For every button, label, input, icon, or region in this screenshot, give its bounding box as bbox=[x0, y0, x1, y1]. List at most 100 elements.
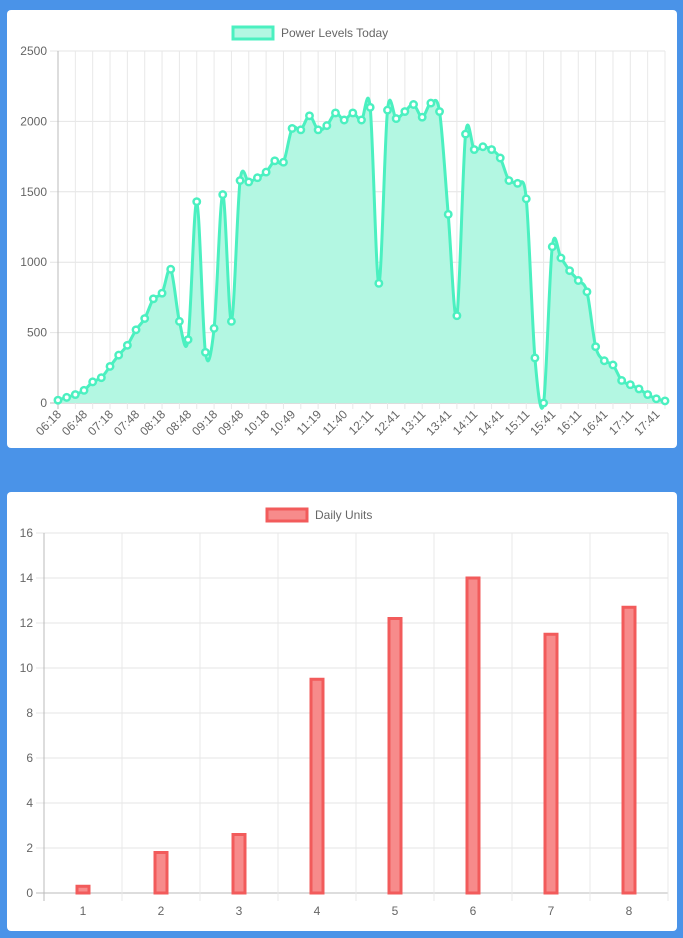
bar bbox=[309, 677, 325, 895]
bar bbox=[543, 632, 559, 895]
x-tick-label: 5 bbox=[392, 904, 399, 918]
data-point bbox=[443, 209, 453, 219]
x-tick-label: 17:11 bbox=[606, 407, 637, 438]
x-tick-label: 1 bbox=[80, 904, 87, 918]
data-point bbox=[114, 350, 124, 360]
data-point bbox=[96, 373, 106, 383]
legend-swatch bbox=[265, 507, 309, 523]
data-point bbox=[62, 392, 72, 402]
data-point bbox=[521, 194, 531, 204]
data-point bbox=[400, 107, 410, 116]
y-tick-label: 12 bbox=[20, 616, 34, 630]
x-tick-label: 08:18 bbox=[137, 407, 168, 438]
data-point bbox=[122, 340, 132, 350]
data-point bbox=[651, 394, 661, 404]
data-point bbox=[339, 115, 349, 125]
data-point bbox=[452, 311, 462, 321]
data-point bbox=[70, 390, 80, 400]
x-tick-label: 11:40 bbox=[320, 407, 351, 438]
data-point bbox=[192, 197, 202, 207]
data-point bbox=[556, 253, 566, 263]
x-tick-label: 08:48 bbox=[163, 407, 194, 438]
data-point bbox=[495, 153, 505, 163]
data-point bbox=[582, 287, 592, 297]
data-point bbox=[157, 288, 167, 298]
data-point bbox=[660, 396, 670, 406]
bar bbox=[153, 851, 169, 895]
data-point bbox=[634, 384, 644, 394]
data-points bbox=[53, 98, 670, 408]
data-point bbox=[625, 380, 635, 390]
data-point bbox=[435, 107, 444, 116]
x-tick-label: 7 bbox=[548, 904, 555, 918]
y-tick-label: 16 bbox=[20, 526, 34, 540]
data-point bbox=[348, 108, 358, 118]
data-point bbox=[296, 125, 306, 135]
x-tick-label: 16:11 bbox=[554, 407, 585, 438]
y-tick-label: 1500 bbox=[20, 185, 47, 199]
x-tick-label: 17:41 bbox=[631, 407, 662, 438]
x-tick-label: 10:18 bbox=[241, 407, 272, 438]
data-point bbox=[547, 242, 557, 252]
x-tick-label: 12:41 bbox=[371, 407, 402, 438]
power-chart-card: Power Levels Today 0 500 1000 1500 2000 2500 06… bbox=[7, 10, 677, 448]
data-point bbox=[313, 125, 323, 135]
x-tick-label: 06:18 bbox=[33, 407, 64, 438]
y-tick-label: 6 bbox=[26, 751, 33, 765]
data-point bbox=[643, 390, 653, 400]
series-area bbox=[58, 98, 665, 409]
x-tick-label: 06:48 bbox=[59, 407, 90, 438]
data-point bbox=[383, 105, 392, 115]
data-point bbox=[539, 398, 549, 408]
bar bbox=[75, 884, 91, 895]
data-point bbox=[148, 294, 158, 304]
y-tick-label: 10 bbox=[20, 661, 34, 675]
data-point bbox=[374, 278, 384, 288]
bar bbox=[465, 576, 481, 895]
data-point bbox=[174, 316, 184, 326]
data-point bbox=[140, 314, 150, 323]
data-point bbox=[365, 102, 375, 112]
data-point bbox=[599, 356, 609, 366]
x-tick-label: 14:11 bbox=[450, 407, 481, 438]
data-point bbox=[478, 142, 488, 152]
data-point bbox=[573, 276, 583, 285]
data-point bbox=[270, 156, 280, 166]
data-point bbox=[591, 342, 601, 352]
x-tick-label: 07:18 bbox=[85, 407, 116, 438]
x-tick-label: 13:11 bbox=[398, 407, 429, 438]
data-point bbox=[487, 145, 497, 155]
data-point bbox=[105, 361, 115, 371]
x-tick-label: 12:11 bbox=[346, 407, 377, 438]
data-point bbox=[409, 100, 418, 109]
y-tick-label: 4 bbox=[26, 796, 33, 810]
y-tick-label: 500 bbox=[27, 326, 47, 340]
x-tick-label: 15:41 bbox=[527, 407, 558, 438]
data-point bbox=[131, 325, 141, 335]
legend-swatch bbox=[231, 25, 275, 41]
y-tick-label: 1000 bbox=[20, 255, 47, 269]
data-point bbox=[305, 111, 314, 121]
x-tick-label: 09:18 bbox=[189, 407, 220, 438]
y-tick-label: 0 bbox=[26, 886, 33, 900]
data-point bbox=[261, 167, 271, 177]
x-tick-label: 6 bbox=[470, 904, 477, 918]
y-tick-label: 14 bbox=[20, 571, 34, 585]
data-point bbox=[530, 353, 540, 363]
data-point bbox=[417, 112, 427, 122]
data-point bbox=[200, 347, 210, 357]
data-point bbox=[461, 129, 471, 139]
data-point bbox=[88, 377, 98, 387]
y-tick-label: 2 bbox=[26, 841, 33, 855]
data-point bbox=[513, 178, 523, 188]
data-point bbox=[617, 376, 627, 385]
data-point bbox=[166, 264, 176, 274]
x-tick-label: 15:11 bbox=[502, 407, 533, 438]
data-point bbox=[53, 395, 63, 405]
x-tick-label: 09:48 bbox=[215, 407, 246, 438]
x-tick-label: 07:48 bbox=[111, 407, 142, 438]
legend-label: Power Levels Today bbox=[281, 26, 388, 40]
data-point bbox=[252, 173, 262, 183]
data-point bbox=[426, 98, 436, 108]
